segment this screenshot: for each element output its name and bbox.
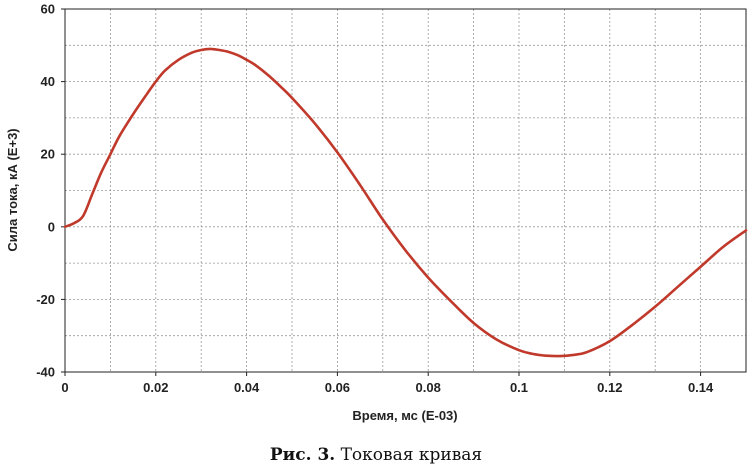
series-layer (63, 47, 748, 358)
figure-caption: Рис. 3. Токовая кривая (0, 445, 752, 465)
x-tick-label: 0 (61, 380, 68, 395)
x-tick-label: 0.14 (688, 380, 714, 395)
y-axis-label: Сила тока, кА (E+3) (5, 128, 20, 251)
x-tick-label: 0.02 (143, 380, 168, 395)
x-tick-label: 0.1 (510, 380, 528, 395)
caption-prefix: Рис. 3. (269, 445, 336, 465)
x-tick-label: 0.06 (325, 380, 350, 395)
y-tick-label: 0 (48, 219, 55, 234)
y-tick-label: 20 (41, 147, 55, 162)
x-axis-label: Время, мс (E-03) (352, 408, 457, 423)
y-tick-label: 60 (41, 2, 55, 17)
plot-frame (64, 8, 747, 373)
y-tick-label: -40 (36, 365, 55, 380)
x-tick-label: 0.04 (234, 380, 260, 395)
y-tick-label: 40 (41, 74, 55, 89)
x-tick-label: 0.12 (597, 380, 622, 395)
x-tick-label: 0.08 (416, 380, 441, 395)
axis-ticks: 0 0.02 0.04 0.06 0.08 0.1 0.12 0.14 -40 -20 0 20 40 6… (36, 2, 714, 396)
caption-text: Токовая кривая (340, 445, 483, 465)
grid-lines (65, 9, 746, 372)
current-curve-chart: 0 0.02 0.04 0.06 0.08 0.1 0.12 0.14 -40 -20 0 20 40 6… (5, 2, 748, 423)
y-tick-label: -20 (36, 292, 55, 307)
current-series-line (63, 47, 748, 358)
